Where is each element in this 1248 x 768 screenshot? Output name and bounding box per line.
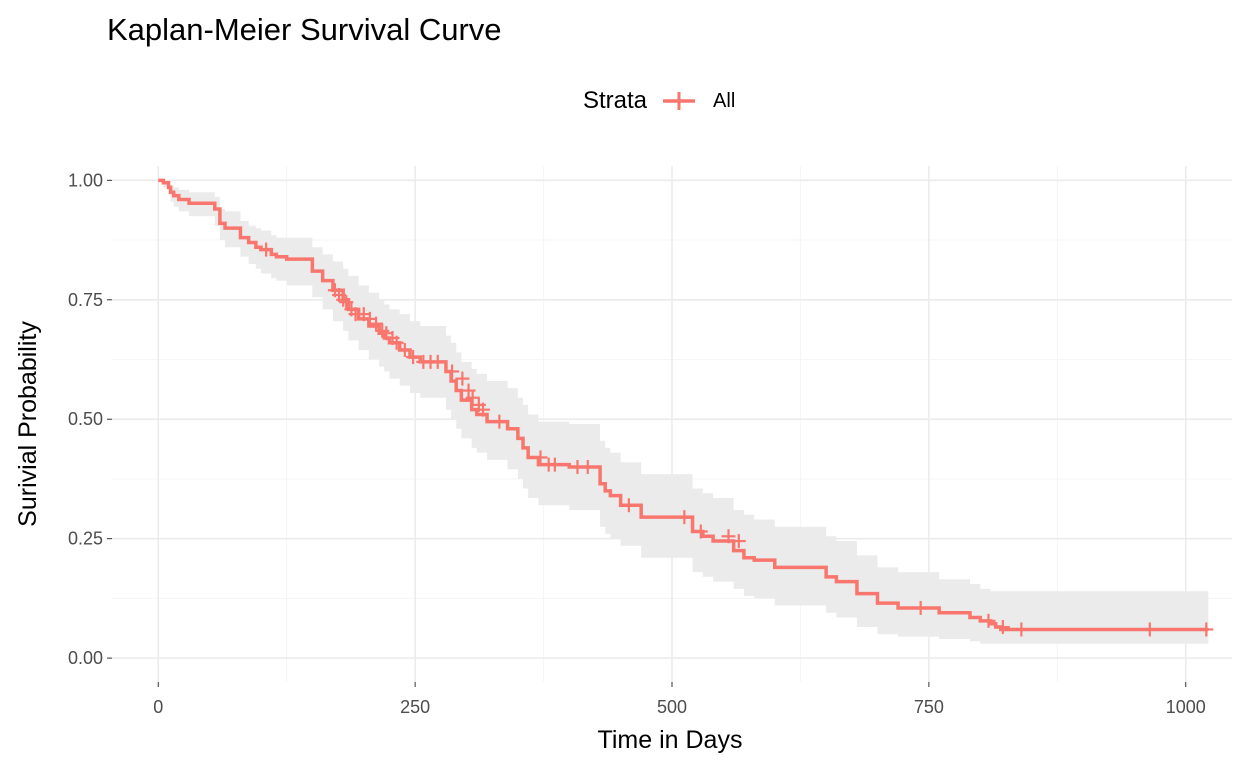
- survival-curve: [158, 178, 1209, 632]
- x-axis-title: Time in Days: [598, 726, 743, 754]
- censor-mark: [475, 402, 490, 417]
- censor-mark: [731, 534, 746, 549]
- censor-mark: [492, 414, 507, 429]
- censor-mark: [721, 529, 736, 544]
- censor-marks: [259, 242, 1214, 637]
- x-tick-label: 750: [914, 697, 944, 717]
- chart-title: Kaplan-Meier Survival Curve: [107, 12, 502, 47]
- confidence-band: [158, 180, 1209, 644]
- censor-mark: [430, 354, 445, 369]
- censor-mark: [465, 390, 480, 405]
- censor-mark: [389, 335, 404, 350]
- y-tick-label: 1.00: [68, 170, 103, 190]
- censor-mark: [1142, 622, 1157, 637]
- censor-mark: [1014, 622, 1029, 637]
- legend: Strata All: [583, 86, 735, 116]
- y-axis-title: Surivial Probability: [14, 321, 42, 527]
- censor-mark: [445, 364, 460, 379]
- y-tick-label: 0.75: [68, 290, 103, 310]
- censor-mark: [397, 342, 412, 357]
- x-axis-ticks: 0 250 500 750 1000: [153, 682, 1206, 717]
- x-tick-label: 0: [153, 697, 163, 717]
- y-axis-ticks: 0.00 0.25 0.50 0.75 1.00: [68, 170, 112, 668]
- censor-mark: [259, 242, 274, 257]
- legend-entry-all: All: [713, 89, 736, 112]
- censor-mark: [547, 457, 562, 472]
- legend-title: Strata: [583, 87, 648, 114]
- censor-mark: [580, 460, 595, 474]
- censor-mark: [533, 450, 548, 465]
- censor-mark: [455, 371, 470, 386]
- censor-mark: [677, 510, 692, 525]
- censor-mark: [693, 524, 708, 539]
- censor-mark: [406, 350, 421, 365]
- censor-mark: [339, 295, 354, 310]
- censor-mark: [1199, 622, 1214, 637]
- x-tick-label: 500: [657, 697, 687, 717]
- y-tick-label: 0.25: [68, 529, 103, 549]
- censor-mark: [621, 498, 636, 513]
- legend-key-icon: [663, 92, 696, 110]
- censor-mark: [461, 383, 476, 398]
- censor-mark: [913, 600, 928, 615]
- x-tick-label: 250: [400, 697, 430, 717]
- x-tick-label: 1000: [1166, 697, 1206, 717]
- y-tick-label: 0.00: [68, 648, 103, 668]
- y-tick-label: 0.50: [68, 409, 103, 429]
- censor-mark: [981, 613, 996, 628]
- censor-mark: [336, 292, 351, 307]
- censor-mark: [995, 620, 1010, 635]
- censor-mark: [369, 316, 384, 331]
